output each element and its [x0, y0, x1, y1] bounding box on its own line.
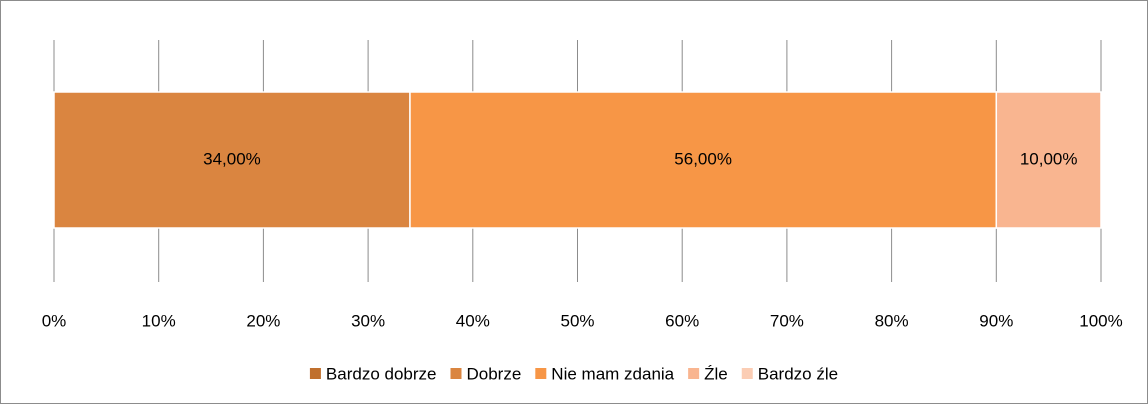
- legend-swatch: [309, 368, 321, 379]
- x-tick-label: 50%: [560, 311, 594, 330]
- value-label: 34,00%: [203, 149, 261, 168]
- x-tick-label: 20%: [246, 311, 280, 330]
- x-tick-label: 80%: [875, 311, 909, 330]
- bar-segment: [995, 91, 1102, 229]
- legend-label: Nie mam zdania: [551, 364, 674, 383]
- legend-label: Źle: [704, 364, 728, 383]
- x-tick-label: 30%: [351, 311, 385, 330]
- legend-swatch: [450, 368, 462, 379]
- value-label: 10,00%: [1020, 149, 1078, 168]
- legend-label: Dobrze: [466, 364, 521, 383]
- legend-swatch: [688, 368, 700, 379]
- value-label: 56,00%: [674, 149, 732, 168]
- x-tick-label: 0%: [42, 311, 67, 330]
- x-tick-label: 60%: [665, 311, 699, 330]
- legend-swatch: [535, 368, 547, 379]
- x-tick-label: 100%: [1079, 311, 1122, 330]
- legend-label: Bardzo źle: [758, 364, 838, 383]
- x-tick-label: 90%: [979, 311, 1013, 330]
- legend-swatch: [741, 368, 753, 379]
- x-tick-label: 40%: [456, 311, 490, 330]
- bar-segment: [53, 91, 411, 229]
- x-tick-label: 10%: [142, 311, 176, 330]
- bar-segment: [409, 91, 998, 229]
- x-tick-label: 70%: [770, 311, 804, 330]
- legend-label: Bardzo dobrze: [326, 364, 437, 383]
